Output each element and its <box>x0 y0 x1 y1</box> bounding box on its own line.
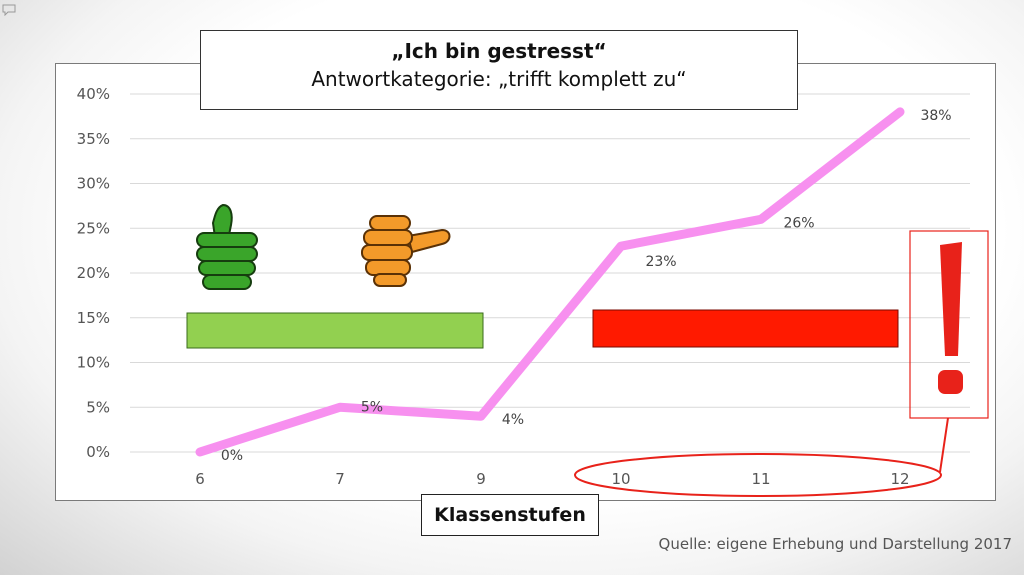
exclamation-box <box>909 230 989 419</box>
comment-icon <box>2 4 16 16</box>
data-label: 4% <box>502 412 524 428</box>
good-bar <box>186 312 484 349</box>
source-note: Quelle: eigene Erhebung und Darstellung … <box>658 535 1012 553</box>
chart-subtitle: Antwortkategorie: „trifft komplett zu“ <box>311 67 687 91</box>
data-label: 0% <box>221 448 243 464</box>
x-tick-label: 7 <box>335 470 345 488</box>
highlight-ellipse <box>574 453 942 497</box>
chart-title-box: „Ich bin gestresst“ Antwortkategorie: „t… <box>200 30 798 110</box>
y-tick-label: 30% <box>77 175 110 193</box>
y-tick-label: 35% <box>77 130 110 148</box>
x-tick-label: 10 <box>611 470 630 488</box>
x-tick-label: 12 <box>890 470 909 488</box>
thumbs-up-icon <box>196 203 258 290</box>
y-tick-label: 10% <box>77 354 110 372</box>
y-tick-label: 15% <box>77 309 110 327</box>
y-tick-label: 25% <box>77 219 110 237</box>
series-line <box>195 107 905 457</box>
x-tick-label: 11 <box>751 470 770 488</box>
thumbs-sideways-icon <box>361 215 451 287</box>
x-axis-label: Klassenstufen <box>421 494 599 536</box>
exclamation-icon <box>938 242 963 394</box>
y-tick-label: 0% <box>86 443 110 461</box>
x-tick-label: 9 <box>476 470 486 488</box>
y-tick-label: 20% <box>77 264 110 282</box>
y-tick-label: 40% <box>77 85 110 103</box>
data-label: 26% <box>783 215 814 231</box>
data-label: 38% <box>920 108 951 124</box>
data-label: 5% <box>361 399 383 415</box>
x-tick-label: 6 <box>195 470 205 488</box>
y-tick-label: 5% <box>86 398 110 416</box>
highlight-connector <box>939 417 949 473</box>
data-label: 23% <box>645 254 676 270</box>
bad-bar <box>592 309 899 348</box>
chart-title: „Ich bin gestresst“ <box>391 39 607 63</box>
